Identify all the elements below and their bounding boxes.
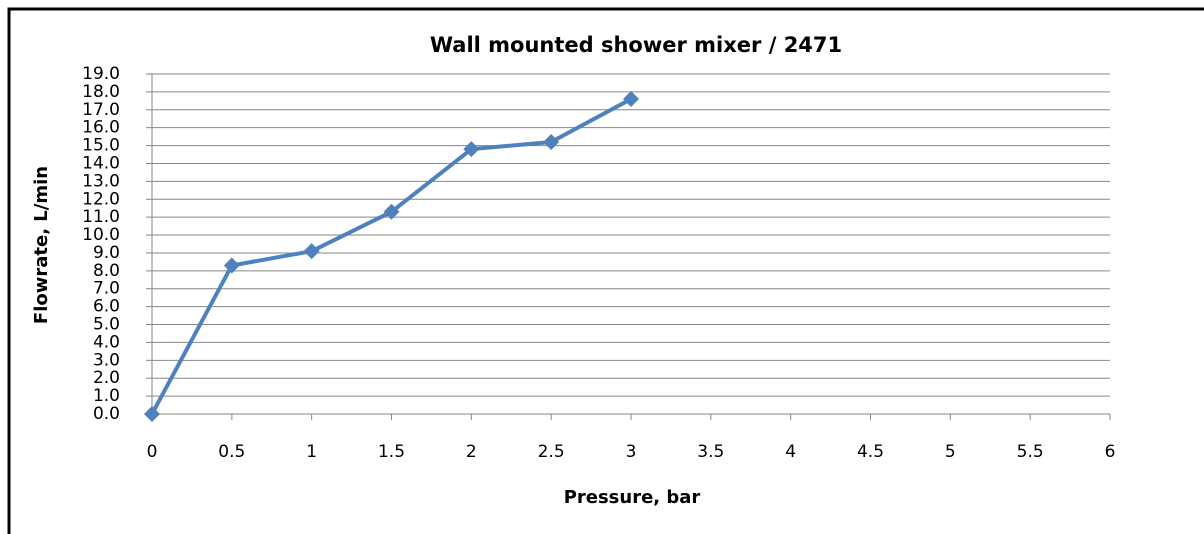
- y-tick-label: 19.0: [82, 64, 120, 84]
- data-point: [223, 257, 240, 274]
- y-axis-label: Flowrate, L/min: [31, 166, 52, 324]
- y-tick-label: 9.0: [93, 243, 120, 263]
- x-tick-label: 6: [1105, 442, 1116, 462]
- x-tick-label: 0: [147, 442, 158, 462]
- x-tick-label: 5: [945, 442, 956, 462]
- x-axis-label: Pressure, bar: [564, 487, 701, 508]
- y-tick-label: 10.0: [82, 225, 120, 245]
- x-tick-label: 3.5: [697, 442, 724, 462]
- y-tick-label: 5.0: [93, 315, 120, 335]
- data-point: [623, 91, 639, 108]
- y-tick-label: 3.0: [93, 350, 120, 370]
- y-tick-label: 4.0: [93, 332, 120, 352]
- y-tick-label: 12.0: [82, 189, 120, 209]
- data-point: [383, 203, 400, 220]
- x-tick-label: 3: [626, 442, 637, 462]
- data-point: [303, 243, 320, 260]
- x-tick-label: 2.5: [538, 442, 565, 462]
- x-tick-label: 2: [466, 442, 477, 462]
- x-tick-label: 1: [306, 442, 317, 462]
- data-point: [543, 134, 560, 150]
- y-tick-label: 13.0: [82, 171, 120, 191]
- y-tick-label: 0.0: [93, 404, 120, 424]
- x-tick-label: 4.5: [857, 442, 884, 462]
- x-tick-label: 0.5: [218, 442, 245, 462]
- data-line: [150, 97, 632, 415]
- y-tick-label: 1.0: [93, 386, 120, 406]
- x-tick-label: 1.5: [378, 442, 405, 462]
- x-tick-label: 5.5: [1017, 442, 1044, 462]
- y-tick-label: 14.0: [82, 153, 120, 173]
- y-tick-label: 16.0: [82, 118, 120, 138]
- y-tick-label: 8.0: [93, 261, 120, 281]
- y-tick-label: 15.0: [82, 136, 120, 156]
- x-tick-label: 4: [785, 442, 796, 462]
- chart-frame: [7, 7, 1204, 534]
- y-tick-label: 7.0: [93, 279, 120, 299]
- data-point: [144, 406, 160, 422]
- y-tick-label: 17.0: [82, 100, 120, 120]
- chart-title: Wall mounted shower mixer / 2471: [430, 33, 842, 57]
- data-point: [463, 141, 480, 158]
- y-tick-label: 2.0: [93, 368, 120, 388]
- y-tick-label: 6.0: [93, 297, 120, 317]
- y-tick-label: 11.0: [82, 207, 120, 227]
- y-tick-label: 18.0: [82, 82, 120, 102]
